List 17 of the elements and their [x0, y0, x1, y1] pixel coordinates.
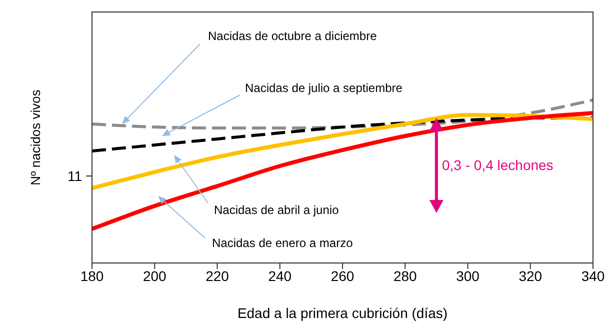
text: Nacidas de octubre a diciembre — [208, 29, 378, 43]
x-tick-label: 200 — [142, 268, 167, 284]
x-tick-label: 300 — [456, 268, 480, 284]
x-tick-label: 180 — [80, 268, 104, 284]
x-axis-title: Edad a la primera cubrición (días) — [237, 305, 448, 321]
y-axis-title: Nº nacidos vivos — [28, 89, 43, 186]
x-tick-label: 320 — [518, 268, 542, 284]
text: Nacidas de abril a junio — [214, 203, 340, 217]
x-tick-label: 340 — [581, 268, 605, 284]
x-tick-label: 260 — [330, 268, 354, 284]
text: 11 — [67, 168, 82, 184]
x-tick-label: 240 — [268, 268, 292, 284]
x-tick-label: 220 — [206, 268, 230, 284]
text: Nacidas de enero a marzo — [212, 236, 354, 250]
x-tick-label: 280 — [393, 268, 418, 284]
annotation: 0,3 - 0,4 lechones — [442, 157, 554, 173]
text: Nacidas de julio a septiembre — [245, 81, 403, 95]
